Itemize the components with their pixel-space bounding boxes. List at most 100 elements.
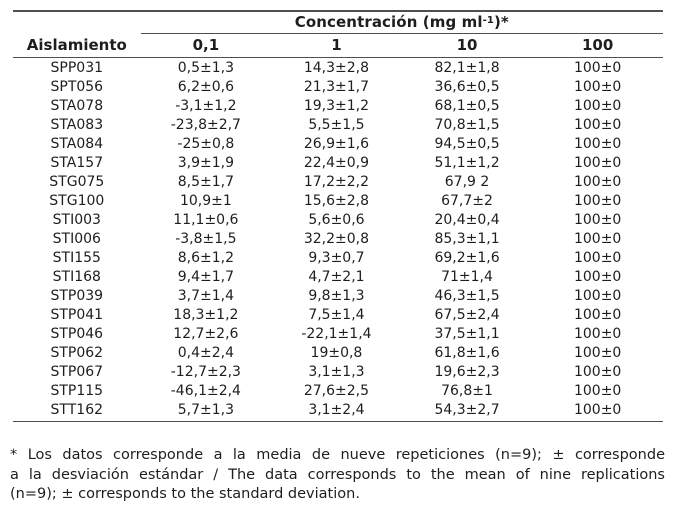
isolate-id-cell: SPT056: [50, 79, 104, 95]
value-cell: 9,3±0,7: [308, 250, 365, 266]
group-header-superscript: -1: [482, 15, 494, 26]
value-cell: 100±0: [573, 79, 622, 95]
value-cell: 19,6±2,3: [434, 364, 500, 380]
isolate-id-cell: STA083: [50, 117, 104, 133]
table-row: STA078 -3,1±1,2 19,3±1,2 68,1±0,5 100±0: [13, 97, 663, 116]
value-cell: 4,7±2,1: [308, 269, 365, 285]
value-cell: 67,5±2,4: [434, 307, 500, 323]
isolate-id-cell: STP041: [50, 307, 104, 323]
value-cell: 8,6±1,2: [177, 250, 234, 266]
value-cell: 70,8±1,5: [434, 117, 500, 133]
isolate-id-cell: STI006: [52, 231, 101, 247]
table-row: SPP031 0,5±1,3 14,3±2,8 82,1±1,8 100±0: [13, 58, 663, 79]
value-cell: -25±0,8: [177, 136, 235, 152]
column-header-row: Aislamiento 0,1 1 10 100: [13, 33, 663, 58]
table-row: STG100 10,9±1 15,6±2,8 67,7±2 100±0: [13, 192, 663, 211]
table-row: STA084 -25±0,8 26,9±1,6 94,5±0,5 100±0: [13, 135, 663, 154]
value-cell: 85,3±1,1: [434, 231, 500, 247]
value-cell: 19±0,8: [310, 345, 363, 361]
value-cell: 100±0: [573, 174, 622, 190]
value-cell: 7,5±1,4: [308, 307, 365, 323]
value-cell: 100±0: [573, 326, 622, 342]
value-cell: -23,8±2,7: [170, 117, 241, 133]
value-cell: 100±0: [532, 401, 663, 422]
value-cell: 100±0: [573, 60, 622, 76]
value-cell: 20,4±0,4: [434, 212, 500, 228]
isolate-id-cell: STA084: [50, 136, 104, 152]
isolate-id-cell: STI155: [52, 250, 101, 266]
value-cell: 61,8±1,6: [434, 345, 500, 361]
value-cell: 82,1±1,8: [434, 60, 500, 76]
value-cell: 100±0: [573, 307, 622, 323]
table-row: STI003 11,1±0,6 5,6±0,6 20,4±0,4 100±0: [13, 211, 663, 230]
value-cell: 68,1±0,5: [434, 98, 500, 114]
table-row: STA083 -23,8±2,7 5,5±1,5 70,8±1,5 100±0: [13, 116, 663, 135]
value-cell: 69,2±1,6: [434, 250, 500, 266]
value-cell: 71±1,4: [441, 269, 493, 285]
value-cell: 54,3±2,7: [401, 401, 533, 422]
column-header-aislamiento: Aislamiento: [13, 33, 141, 58]
value-cell: 100±0: [573, 364, 622, 380]
isolate-id-cell: STT162: [13, 401, 141, 422]
table-row: STP115 -46,1±2,4 27,6±2,5 76,8±1 100±0: [13, 382, 663, 401]
value-cell: 100±0: [573, 98, 622, 114]
value-cell: 100±0: [573, 383, 622, 399]
group-header-suffix: )*: [493, 13, 509, 31]
table-row: STI006 -3,8±1,5 32,2±0,8 85,3±1,1 100±0: [13, 230, 663, 249]
group-header-row: Concentración (mg ml-1)*: [13, 11, 663, 34]
value-cell: 100±0: [573, 212, 622, 228]
value-cell: 18,3±1,2: [173, 307, 239, 323]
table-row: STP062 0,4±2,4 19±0,8 61,8±1,6 100±0: [13, 344, 663, 363]
isolate-id-cell: STP039: [50, 288, 104, 304]
value-cell: 51,1±1,2: [434, 155, 500, 171]
value-cell: 67,7±2: [441, 193, 493, 209]
footnote-line: (n=9); ± corresponds to the standard dev…: [10, 486, 360, 502]
value-cell: 5,5±1,5: [308, 117, 365, 133]
value-cell: 5,6±0,6: [308, 212, 365, 228]
value-cell: 46,3±1,5: [434, 288, 500, 304]
value-cell: 3,7±1,4: [177, 288, 234, 304]
value-cell: 94,5±0,5: [434, 136, 500, 152]
isolate-id-cell: STP062: [50, 345, 104, 361]
table-row: STP067 -12,7±2,3 3,1±1,3 19,6±2,3 100±0: [13, 363, 663, 382]
value-cell: 76,8±1: [441, 383, 493, 399]
value-cell: 100±0: [573, 117, 622, 133]
column-header-100: 100: [532, 33, 663, 58]
value-cell: -22,1±1,4: [301, 326, 372, 342]
value-cell: 3,1±1,3: [308, 364, 365, 380]
isolate-id-cell: STP046: [50, 326, 104, 342]
value-cell: 100±0: [573, 345, 622, 361]
concentration-group-header: Concentración (mg ml-1)*: [140, 11, 663, 34]
value-cell: 100±0: [573, 155, 622, 171]
isolate-id-cell: STG100: [49, 193, 105, 209]
value-cell: 19,3±1,2: [303, 98, 370, 114]
value-cell: 12,7±2,6: [173, 326, 239, 342]
value-cell: -46,1±2,4: [170, 383, 241, 399]
value-cell: 11,1±0,6: [173, 212, 239, 228]
value-cell: 100±0: [573, 231, 622, 247]
isolate-id-cell: STP067: [50, 364, 104, 380]
value-cell: 0,5±1,3: [177, 60, 234, 76]
table-row: STP046 12,7±2,6 -22,1±1,4 37,5±1,1 100±0: [13, 325, 663, 344]
value-cell: 37,5±1,1: [434, 326, 500, 342]
table-row: STP041 18,3±1,2 7,5±1,4 67,5±2,4 100±0: [13, 306, 663, 325]
value-cell: 21,3±1,7: [303, 79, 370, 95]
value-cell: 67,9 2: [444, 174, 490, 190]
value-cell: 100±0: [573, 193, 622, 209]
value-cell: 27,6±2,5: [303, 383, 370, 399]
value-cell: -12,7±2,3: [170, 364, 241, 380]
value-cell: 6,2±0,6: [177, 79, 234, 95]
column-header-0-1: 0,1: [140, 33, 272, 58]
value-cell: 100±0: [573, 136, 622, 152]
footnote-line: a la desviación estándar / The data corr…: [10, 466, 665, 483]
isolate-id-cell: STP115: [50, 383, 104, 399]
table-row: STP039 3,7±1,4 9,8±1,3 46,3±1,5 100±0: [13, 287, 663, 306]
value-cell: 36,6±0,5: [434, 79, 500, 95]
value-cell: 100±0: [573, 250, 622, 266]
value-cell: 9,8±1,3: [308, 288, 365, 304]
value-cell: 5,7±1,3: [140, 401, 272, 422]
isolate-id-cell: SPP031: [50, 60, 104, 76]
value-cell: 3,1±2,4: [271, 401, 402, 422]
value-cell: 15,6±2,8: [303, 193, 370, 209]
column-header-10: 10: [401, 33, 533, 58]
